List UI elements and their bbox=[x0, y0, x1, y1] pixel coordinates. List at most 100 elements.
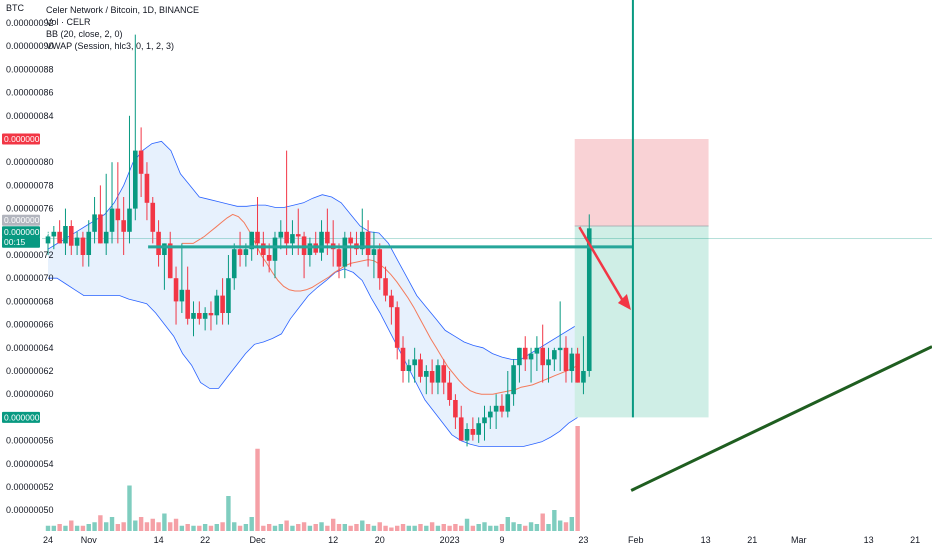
volume-bar bbox=[179, 525, 185, 531]
time-axis-bg bbox=[0, 531, 932, 550]
volume-bar bbox=[243, 524, 249, 531]
candle-body bbox=[522, 347, 528, 360]
volume-bar bbox=[563, 522, 569, 531]
candle-body bbox=[336, 249, 342, 267]
price-tag-label: 00:15 bbox=[4, 237, 26, 247]
x-tick-label: 13 bbox=[701, 535, 711, 545]
candle-body bbox=[499, 405, 505, 412]
candle bbox=[103, 173, 109, 255]
volume-bar bbox=[418, 524, 423, 531]
candle-body bbox=[51, 231, 57, 237]
candle bbox=[115, 162, 121, 244]
candle-body bbox=[447, 382, 452, 400]
price-tag: 0.00000058 bbox=[2, 411, 49, 423]
y-tick-label: 0.00000056 bbox=[6, 436, 54, 446]
price-axis[interactable]: 0.00000092 0.00000090 0.00000088 0.00000086… bbox=[6, 18, 54, 515]
y-tick-label: 0.00000088 bbox=[6, 64, 54, 74]
candle bbox=[394, 301, 400, 360]
candle-body bbox=[80, 237, 86, 255]
candle-body bbox=[493, 405, 499, 412]
candle bbox=[575, 347, 580, 383]
candle bbox=[278, 220, 284, 250]
candle bbox=[476, 417, 481, 443]
candle-body bbox=[453, 400, 458, 418]
volume-bar bbox=[459, 525, 464, 531]
candle bbox=[365, 220, 371, 267]
candle-body bbox=[109, 208, 115, 232]
candle-body bbox=[458, 417, 464, 441]
candle bbox=[429, 359, 435, 395]
price-tag: 0.00000082 bbox=[2, 133, 49, 145]
candle bbox=[80, 231, 86, 267]
candle bbox=[453, 394, 458, 429]
candle-body bbox=[557, 347, 563, 351]
volume-bar bbox=[365, 524, 371, 531]
price-tag-bg bbox=[2, 226, 40, 238]
candle bbox=[191, 301, 196, 337]
price-tag-bg bbox=[2, 214, 40, 226]
x-tick-label: 24 bbox=[43, 535, 53, 545]
volume-bar bbox=[505, 517, 510, 531]
candle-body bbox=[342, 237, 348, 267]
candle-body bbox=[482, 417, 487, 424]
candle bbox=[68, 220, 74, 255]
candle bbox=[144, 162, 150, 221]
volume-bar bbox=[197, 525, 202, 531]
candle bbox=[424, 365, 429, 395]
volume-bar bbox=[162, 513, 167, 531]
legend-symbol[interactable]: Celer Network / Bitcoin, 1D, BINANCE bbox=[46, 5, 199, 15]
legend-vwap[interactable]: VWAP (Session, hlc3, 0, 1, 2, 3) bbox=[46, 41, 174, 51]
candle bbox=[272, 231, 278, 279]
candle bbox=[63, 208, 68, 255]
volume-bar bbox=[156, 522, 161, 531]
y-tick-label: 0.00000050 bbox=[6, 505, 54, 515]
candles bbox=[45, 34, 592, 447]
candle bbox=[284, 150, 289, 255]
volume-bar bbox=[552, 510, 557, 531]
candle-body bbox=[133, 150, 138, 209]
volume-bar bbox=[476, 524, 481, 531]
candle-body bbox=[319, 231, 324, 253]
candle bbox=[220, 278, 225, 325]
volume-bar bbox=[185, 524, 190, 531]
legend-bb[interactable]: BB (20, close, 2, 0) bbox=[46, 29, 123, 39]
volume-bar bbox=[575, 426, 580, 531]
candle-body bbox=[511, 365, 516, 395]
volume-bar bbox=[325, 525, 330, 531]
forecast-arrow-line bbox=[578, 226, 628, 307]
candle-body bbox=[325, 231, 330, 244]
candle-body bbox=[307, 243, 313, 255]
candle-body bbox=[476, 423, 481, 435]
x-tick-label: 20 bbox=[375, 535, 385, 545]
candle-body bbox=[581, 371, 586, 383]
volume-bar bbox=[121, 522, 126, 531]
time-axis[interactable]: 24 Nov 14 22 Dec 12 20 2023 9 23 Feb 13 21 Mar 13 21 bbox=[43, 535, 920, 545]
candle-body bbox=[284, 231, 289, 244]
volume-bar bbox=[400, 524, 406, 531]
volume-bar bbox=[92, 522, 97, 531]
candle-body bbox=[464, 429, 470, 441]
candle bbox=[162, 243, 167, 290]
y-tick-label: 0.00000078 bbox=[6, 180, 54, 190]
candle bbox=[418, 353, 423, 383]
y-tick-label: 0.00000068 bbox=[6, 296, 54, 306]
candle bbox=[197, 301, 202, 325]
y-tick-label: 0.00000060 bbox=[6, 389, 54, 399]
candle bbox=[493, 394, 499, 429]
volume-bar bbox=[313, 524, 318, 531]
volume-bar bbox=[144, 522, 150, 531]
drawings[interactable] bbox=[148, 0, 932, 492]
candle-body bbox=[150, 202, 156, 232]
x-tick-label: Mar bbox=[791, 535, 807, 545]
candle-body bbox=[348, 237, 353, 244]
candle bbox=[167, 231, 173, 279]
volume-bar bbox=[115, 524, 121, 531]
price-tag-bg bbox=[2, 411, 40, 423]
legend-volume[interactable]: Vol · CELR bbox=[46, 17, 91, 27]
x-tick-label: 2023 bbox=[440, 535, 460, 545]
candle-body bbox=[418, 359, 423, 377]
volume-bar bbox=[296, 524, 301, 531]
candle bbox=[569, 347, 575, 383]
x-tick-label: Nov bbox=[81, 535, 98, 545]
